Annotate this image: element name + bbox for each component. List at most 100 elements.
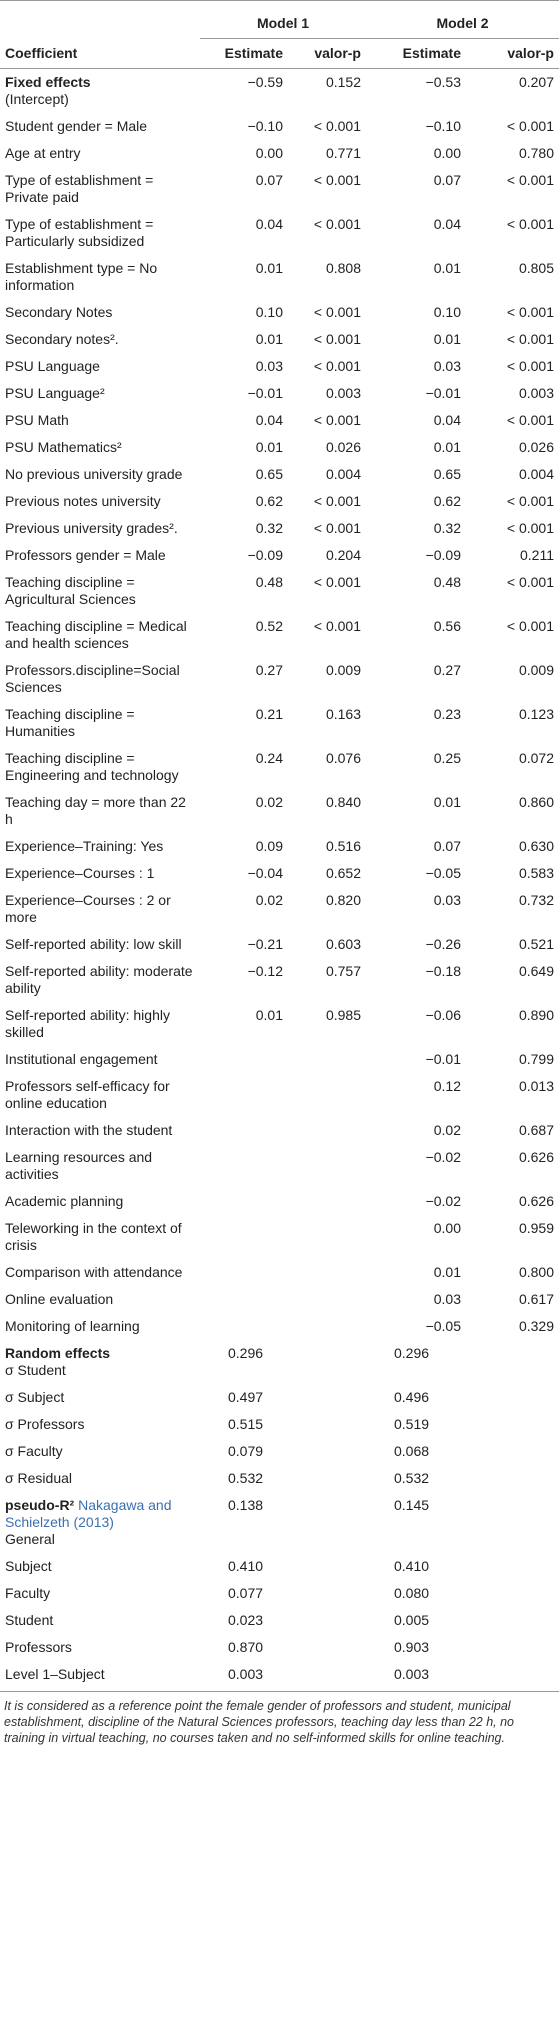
coefficient-cell: Type of establishment = Particularly sub… (0, 211, 200, 255)
value-cell (288, 1580, 366, 1607)
column-header: Estimate (366, 38, 466, 69)
coefficient-cell: Monitoring of learning (0, 1313, 200, 1340)
coefficient-cell: Online evaluation (0, 1286, 200, 1313)
value-cell: 0.296 (228, 1345, 264, 1361)
table-row: Experience–Training: Yes 0.09 0.516 0.07 0.6… (0, 833, 559, 860)
coefficient-cell: Teaching discipline = Medical and health… (0, 613, 200, 657)
coefficient-label: (Intercept) (5, 91, 69, 107)
coefficient-label: Previous university grades². (5, 520, 178, 536)
coefficient-cell: Interaction with the student (0, 1117, 200, 1144)
value-cell (288, 1607, 366, 1634)
value-cell: 0.01 (433, 260, 461, 276)
coefficient-label: σ Residual (5, 1470, 73, 1486)
value-cell: 0.01 (433, 794, 461, 810)
coefficient-cell: Secondary Notes (0, 299, 200, 326)
value-cell: 0.023 (228, 1612, 264, 1628)
coefficient-label: Teaching discipline = Medical and health… (5, 618, 187, 651)
coefficient-cell: Level 1–Subject (0, 1661, 200, 1692)
value-cell: −0.01 (425, 385, 461, 401)
table-row: Faculty 0.077 0.080 (0, 1580, 559, 1607)
value-cell: 0.10 (255, 304, 283, 320)
table-row: Teaching discipline = Medical and health… (0, 613, 559, 657)
coefficient-cell: Experience–Training: Yes (0, 833, 200, 860)
value-cell: < 0.001 (313, 412, 361, 428)
value-cell (200, 1144, 288, 1188)
value-cell: 0.805 (518, 260, 554, 276)
coefficient-label: Student (5, 1612, 54, 1628)
value-cell (288, 1553, 366, 1580)
value-cell: 0.860 (518, 794, 554, 810)
value-cell: 0.808 (325, 260, 361, 276)
value-cell (288, 1465, 366, 1492)
coefficient-label: Academic planning (5, 1193, 124, 1209)
value-cell: 0.07 (433, 838, 461, 854)
coefficient-label: No previous university grade (5, 466, 183, 482)
coefficient-label: Self-reported ability: highly skilled (5, 1007, 170, 1040)
column-header: Estimate (200, 38, 288, 69)
value-cell: < 0.001 (506, 358, 554, 374)
value-cell: 0.649 (518, 963, 554, 979)
value-cell (466, 1411, 559, 1438)
coefficient-label: Institutional engagement (5, 1051, 158, 1067)
coefficient-cell: Experience–Courses : 1 (0, 860, 200, 887)
coefficient-label: Professors.discipline=Social Sciences (5, 662, 180, 695)
coefficient-label: Age at entry (5, 145, 81, 161)
value-cell: 0.04 (433, 412, 461, 428)
value-cell: 0.626 (518, 1193, 554, 1209)
table-row: Monitoring of learning −0.05 0.329 (0, 1313, 559, 1340)
value-cell: 0.519 (394, 1416, 430, 1432)
value-cell: < 0.001 (313, 172, 361, 188)
value-cell: 0.009 (325, 662, 361, 678)
column-header: valor-p (288, 38, 366, 69)
value-cell: 0.771 (325, 145, 361, 161)
coefficient-label: Type of establishment = Particularly sub… (5, 216, 154, 249)
coefficient-cell: Teaching discipline = Humanities (0, 701, 200, 745)
value-cell: −0.21 (247, 936, 283, 952)
value-cell: 0.03 (433, 1291, 461, 1307)
coefficient-label: Self-reported ability: low skill (5, 936, 182, 952)
coefficient-cell: Faculty (0, 1580, 200, 1607)
coefficient-cell: σ Faculty (0, 1438, 200, 1465)
value-cell: 0.00 (433, 1220, 461, 1236)
table-row: Professors.discipline=Social Sciences 0.2… (0, 657, 559, 701)
value-cell: 0.004 (325, 466, 361, 482)
value-cell (200, 1286, 288, 1313)
coefficient-cell: Self-reported ability: highly skilled (0, 1002, 200, 1046)
coefficient-cell: σ Professors (0, 1411, 200, 1438)
value-cell (288, 1411, 366, 1438)
coefficient-cell: Institutional engagement (0, 1046, 200, 1073)
value-cell (466, 1634, 559, 1661)
table-row: Teaching discipline = Engineering and te… (0, 745, 559, 789)
value-cell: 0.07 (255, 172, 283, 188)
value-cell: 0.840 (325, 794, 361, 810)
value-cell: 0.626 (518, 1149, 554, 1165)
value-cell: 0.138 (228, 1497, 264, 1513)
value-cell: 0.10 (433, 304, 461, 320)
coefficient-cell: PSU Language (0, 353, 200, 380)
value-cell (466, 1340, 559, 1384)
table-row: Interaction with the student 0.02 0.687 (0, 1117, 559, 1144)
coefficient-label: σ Student (5, 1362, 66, 1378)
value-cell (288, 1340, 366, 1384)
value-cell: −0.10 (247, 118, 283, 134)
value-cell (200, 1117, 288, 1144)
table-row: No previous university grade 0.65 0.004 0.6… (0, 461, 559, 488)
value-cell: 0.005 (394, 1612, 430, 1628)
coefficient-label: σ Faculty (5, 1443, 63, 1459)
coefficient-cell: Random effects σ Student (0, 1340, 200, 1384)
model-header-row: Model 1 Model 2 (0, 0, 559, 39)
value-cell: 0.04 (433, 216, 461, 232)
coefficient-cell: Comparison with attendance (0, 1259, 200, 1286)
value-cell: 0.329 (518, 1318, 554, 1334)
value-cell: 0.870 (228, 1639, 264, 1655)
table-row: Establishment type = No information 0.01 0… (0, 255, 559, 299)
coefficient-cell: PSU Math (0, 407, 200, 434)
model-header: Model 2 (366, 0, 559, 39)
table-row: Type of establishment = Private paid 0.07… (0, 167, 559, 211)
table-row: Random effects σ Student 0.296 0.296 (0, 1340, 559, 1384)
table-row: PSU Math 0.04 < 0.001 0.04 < 0.001 (0, 407, 559, 434)
value-cell (288, 1634, 366, 1661)
value-cell (200, 1313, 288, 1340)
coefficient-label: Secondary Notes (5, 304, 113, 320)
coefficient-cell: Type of establishment = Private paid (0, 167, 200, 211)
